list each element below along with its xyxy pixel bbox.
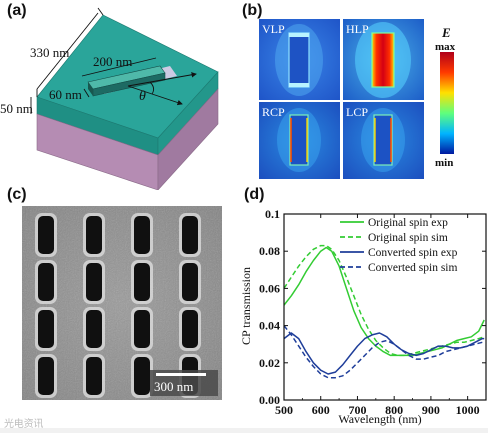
colorbar-max: max — [435, 41, 456, 53]
sem-image: 300 nm — [22, 206, 222, 400]
chart-ytick-label: 0.1 — [265, 207, 280, 221]
cp-transmission-chart: 500 600 700 800 900 1000 0.00 0.02 0.04 0.06 0.08 0… — [240, 207, 487, 426]
colorbar-min: min — [435, 157, 453, 169]
bar-left-face — [88, 82, 93, 96]
dim-line-60 — [83, 88, 90, 98]
sem-slot — [134, 263, 150, 301]
colorbar — [440, 52, 454, 154]
bottom-strip — [0, 428, 488, 433]
sem-slot — [86, 310, 102, 348]
sem-scale-bar — [156, 373, 206, 376]
orientation-axis — [127, 72, 197, 87]
panel-label-a: (a) — [7, 2, 27, 19]
sem-slot — [182, 263, 198, 301]
dim-label-50: 50 nm — [0, 101, 33, 116]
sem-slot — [86, 357, 102, 395]
panel-label-c: (c) — [7, 186, 27, 203]
legend-label: Original spin exp — [368, 217, 448, 229]
field-label-hlp: HLP — [346, 22, 369, 36]
sem-slot — [38, 263, 54, 301]
field-label-vlp: VLP — [262, 22, 285, 36]
chart-series-converted-spin-exp — [283, 332, 485, 375]
substrate-base-front — [36, 113, 159, 190]
chart-xtick-label: 600 — [312, 403, 330, 417]
chart-plot-frame — [283, 213, 487, 401]
rotation-axis — [127, 85, 183, 106]
chart-xlabel: Wavelength (nm) — [338, 412, 421, 426]
chart-xtick-label: 500 — [275, 403, 293, 417]
dim-label-330: 330 nm — [30, 45, 69, 60]
sem-slot-array — [35, 213, 201, 398]
field-cell-hlp: HLP — [343, 19, 424, 100]
dim-label-60: 60 nm — [49, 87, 82, 102]
chart-xtick-label: 900 — [422, 403, 440, 417]
field-label-lcp: LCP — [346, 105, 368, 119]
angle-arc — [149, 81, 155, 95]
chart-ytick-label: 0.04 — [259, 319, 280, 333]
substrate-base-right — [157, 88, 219, 190]
colorbar-title: E — [441, 25, 451, 40]
field-cell-vlp: VLP — [259, 19, 340, 100]
sem-slot — [134, 216, 150, 254]
legend-label: Converted spin exp — [368, 247, 458, 259]
chart-ytick-label: 0.02 — [259, 356, 280, 370]
sem-slot — [38, 216, 54, 254]
sem-slot — [182, 310, 198, 348]
sem-slot — [86, 263, 102, 301]
dim-label-200: 200 nm — [93, 54, 132, 69]
chart-xtick-label: 800 — [385, 403, 403, 417]
sem-slot — [182, 216, 198, 254]
field-maps: VLP HLP RCP LCP E max min — [259, 19, 456, 179]
legend-label: Converted spin sim — [368, 262, 457, 274]
theta-label: θ — [139, 89, 146, 104]
chart-ytick-label: 0.00 — [259, 393, 280, 407]
sem-slot — [38, 310, 54, 348]
watermark: 光电资讯 — [4, 419, 44, 430]
field-cell-lcp: LCP — [343, 102, 424, 179]
chart-series-original-spin-exp — [283, 246, 485, 357]
chart-ytick-label: 0.08 — [259, 244, 280, 258]
field-label-rcp: RCP — [262, 105, 285, 119]
panel-label-d: (d) — [244, 186, 265, 203]
unit-cell-schematic: 330 nm 200 nm 60 nm 50 nm θ — [0, 7, 219, 190]
dim-line-330 — [36, 12, 99, 90]
chart-ylabel: CP transmission — [240, 267, 253, 345]
panel-label-b: (b) — [242, 2, 263, 19]
legend-label: Original spin sim — [368, 232, 448, 244]
sem-slot — [38, 357, 54, 395]
sem-slot — [86, 216, 102, 254]
dim-line-200 — [81, 57, 157, 77]
field-cell-rcp: RCP — [259, 102, 340, 179]
sem-scale-label: 300 nm — [154, 379, 193, 394]
chart-series-converted-spin-sim — [283, 325, 485, 379]
sem-slot — [134, 310, 150, 348]
chart-xtick-label: 700 — [348, 403, 366, 417]
chart-ytick-label: 0.06 — [259, 281, 280, 295]
chart-xtick-label: 1000 — [456, 403, 480, 417]
sem-slot — [134, 357, 150, 395]
